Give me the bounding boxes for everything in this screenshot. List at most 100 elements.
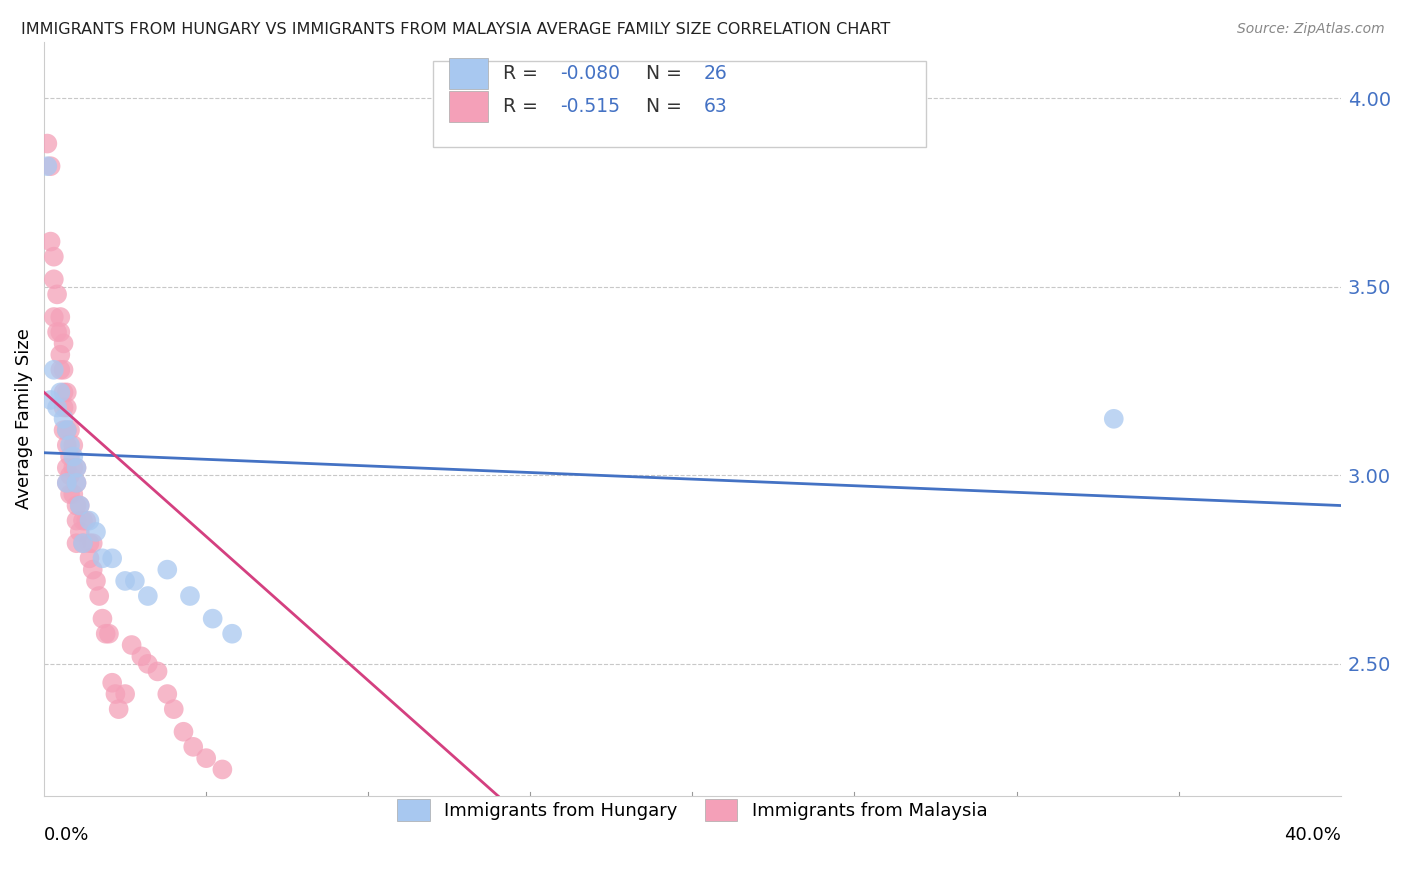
Point xyxy=(56,475,79,490)
Point xyxy=(62,487,84,501)
Text: N =: N = xyxy=(645,97,688,116)
Y-axis label: Average Family Size: Average Family Size xyxy=(15,328,32,509)
Point xyxy=(91,612,114,626)
Point xyxy=(69,499,91,513)
Point xyxy=(94,626,117,640)
Point xyxy=(39,392,62,407)
FancyBboxPatch shape xyxy=(433,61,925,147)
Point xyxy=(65,536,87,550)
Point xyxy=(121,638,143,652)
Point xyxy=(59,438,82,452)
Point xyxy=(84,574,107,588)
Point xyxy=(49,348,72,362)
Point xyxy=(65,475,87,490)
Point xyxy=(91,551,114,566)
Point xyxy=(42,272,65,286)
Point xyxy=(79,536,101,550)
Point xyxy=(1102,412,1125,426)
Point xyxy=(79,514,101,528)
Text: -0.515: -0.515 xyxy=(560,97,620,116)
Text: R =: R = xyxy=(503,64,544,83)
Text: 26: 26 xyxy=(704,64,728,83)
FancyBboxPatch shape xyxy=(449,91,488,122)
Point xyxy=(42,250,65,264)
Point xyxy=(42,363,65,377)
Point xyxy=(72,536,94,550)
Point xyxy=(46,325,69,339)
Text: Source: ZipAtlas.com: Source: ZipAtlas.com xyxy=(1237,22,1385,37)
Point xyxy=(82,536,104,550)
Point xyxy=(211,763,233,777)
Point xyxy=(65,475,87,490)
Point xyxy=(46,287,69,301)
Point xyxy=(56,438,79,452)
Text: 63: 63 xyxy=(704,97,728,116)
Point xyxy=(52,385,75,400)
Point xyxy=(52,336,75,351)
Point xyxy=(56,401,79,415)
Point xyxy=(59,468,82,483)
Text: -0.080: -0.080 xyxy=(560,64,620,83)
Point xyxy=(56,475,79,490)
Point xyxy=(52,423,75,437)
Point xyxy=(37,136,59,151)
Point xyxy=(39,235,62,249)
Point xyxy=(69,524,91,539)
Point xyxy=(65,514,87,528)
Point xyxy=(131,649,153,664)
Point xyxy=(62,460,84,475)
FancyBboxPatch shape xyxy=(449,58,488,89)
Point xyxy=(56,460,79,475)
Point xyxy=(72,514,94,528)
Point xyxy=(42,310,65,324)
Text: 0.0%: 0.0% xyxy=(44,826,90,844)
Point xyxy=(49,385,72,400)
Point xyxy=(84,524,107,539)
Point xyxy=(179,589,201,603)
Point xyxy=(49,310,72,324)
Point xyxy=(52,412,75,426)
Point xyxy=(107,702,129,716)
Point xyxy=(56,385,79,400)
Point xyxy=(124,574,146,588)
Point xyxy=(136,589,159,603)
Point xyxy=(101,675,124,690)
Point xyxy=(72,536,94,550)
Point xyxy=(136,657,159,671)
Point xyxy=(114,687,136,701)
Point xyxy=(97,626,120,640)
Point xyxy=(146,665,169,679)
Point xyxy=(104,687,127,701)
Point xyxy=(59,450,82,464)
Point xyxy=(75,514,97,528)
Point xyxy=(89,589,111,603)
Point xyxy=(65,499,87,513)
Point xyxy=(56,423,79,437)
Point xyxy=(62,450,84,464)
Point xyxy=(79,551,101,566)
Text: N =: N = xyxy=(645,64,688,83)
Point xyxy=(101,551,124,566)
Point xyxy=(59,423,82,437)
Point xyxy=(156,687,179,701)
Point xyxy=(114,574,136,588)
Point xyxy=(49,363,72,377)
Point xyxy=(49,325,72,339)
Point xyxy=(65,460,87,475)
Point xyxy=(69,499,91,513)
Point xyxy=(52,363,75,377)
Text: R =: R = xyxy=(503,97,550,116)
Point xyxy=(173,724,195,739)
Point xyxy=(37,159,59,173)
Point xyxy=(156,563,179,577)
Point xyxy=(221,626,243,640)
Point xyxy=(59,487,82,501)
Point xyxy=(163,702,186,716)
Legend: Immigrants from Hungary, Immigrants from Malaysia: Immigrants from Hungary, Immigrants from… xyxy=(391,792,994,829)
Point xyxy=(65,460,87,475)
Point xyxy=(39,159,62,173)
Text: IMMIGRANTS FROM HUNGARY VS IMMIGRANTS FROM MALAYSIA AVERAGE FAMILY SIZE CORRELAT: IMMIGRANTS FROM HUNGARY VS IMMIGRANTS FR… xyxy=(21,22,890,37)
Point xyxy=(82,563,104,577)
Point xyxy=(195,751,218,765)
Point xyxy=(46,401,69,415)
